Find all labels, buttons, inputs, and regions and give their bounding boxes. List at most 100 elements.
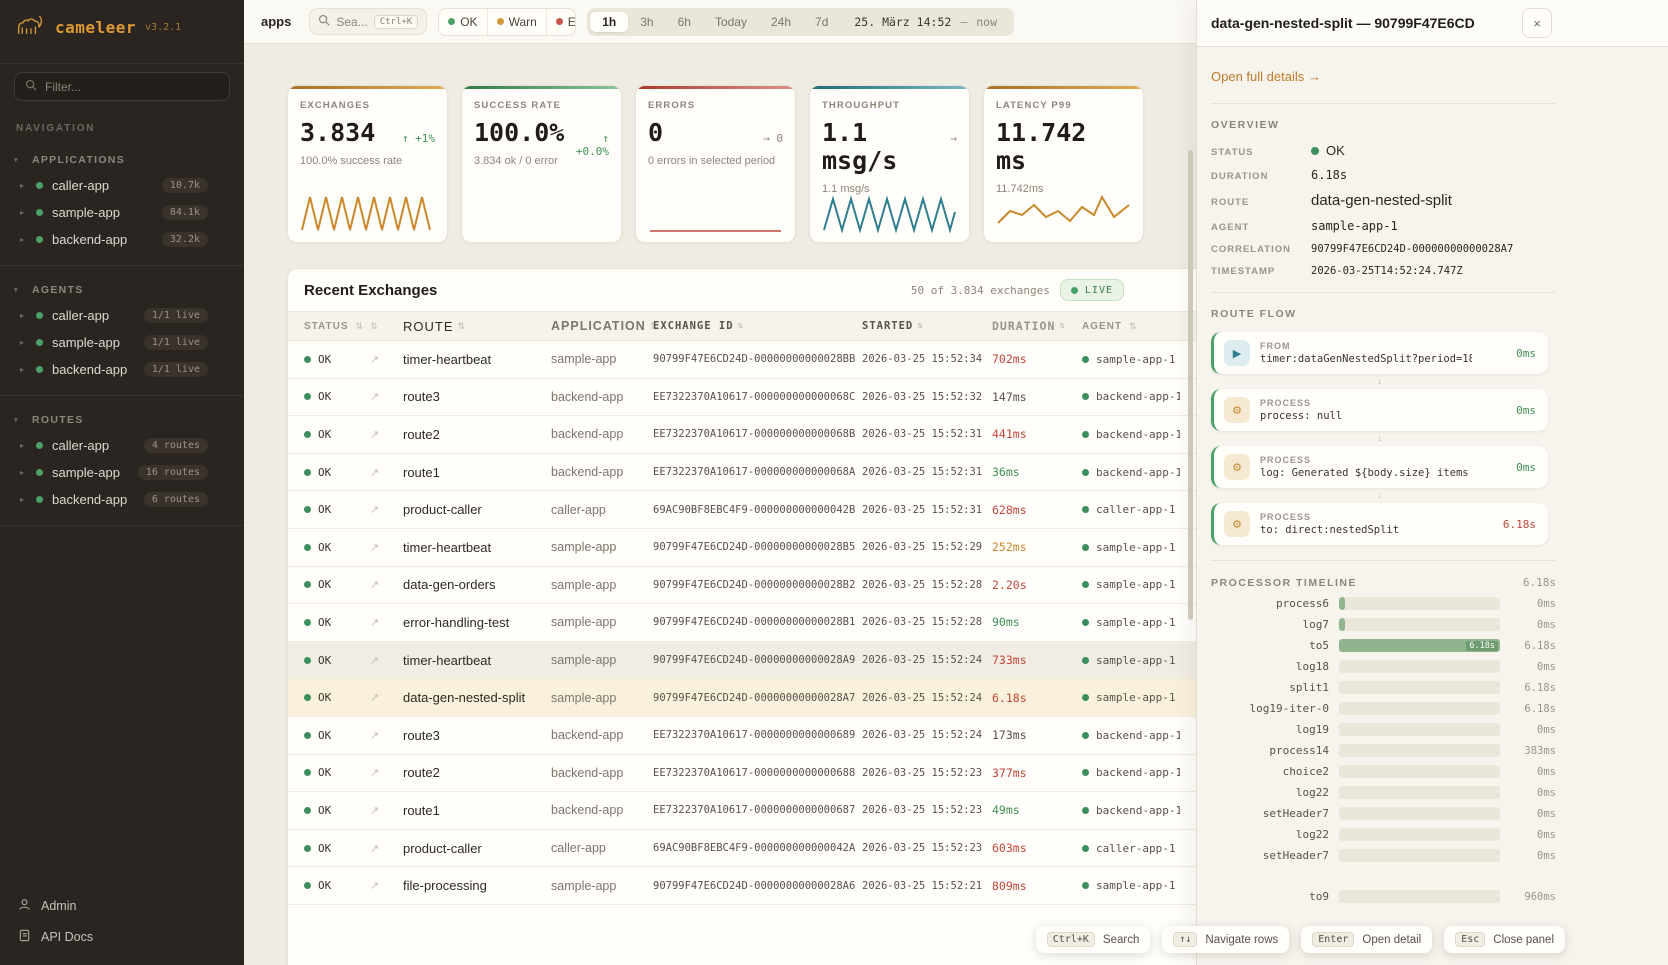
column-header-exchange-id[interactable]: EXCHANGE ID ⇅ [653, 320, 744, 332]
table-row[interactable]: OK ↗ data-gen-nested-split sample-app 90… [288, 679, 1196, 717]
nav-apps-label[interactable]: apps [261, 14, 292, 29]
open-full-details-link[interactable]: Open full details → [1211, 69, 1321, 84]
sidebar-section-header[interactable]: ▾ APPLICATIONS [0, 148, 244, 172]
overview-label: ROUTE [1211, 197, 1250, 208]
timeline-track [1339, 660, 1500, 673]
table-row[interactable]: OK ↗ timer-heartbeat sample-app 90799F47… [288, 529, 1196, 567]
processor-duration: 960ms [1524, 890, 1556, 903]
flow-step[interactable]: ⚙ PROCESS log: Generated ${body.size} it… [1211, 446, 1548, 488]
exchange-id-cell: EE7322370A10617-000000000000068A [653, 466, 856, 479]
column-header-trend[interactable]: ⇅ [370, 321, 403, 332]
sidebar-item[interactable]: ▸ backend-app 32.2k [0, 226, 244, 253]
flow-step-wrap: ↓ ⚙ PROCESS log: Generated ${body.size} … [1211, 431, 1556, 488]
trend-up-icon: ↗ [370, 353, 380, 366]
time-range-button[interactable]: 6h [677, 14, 691, 29]
sidebar-section: ▾ APPLICATIONS ▸ caller-app 10.7k [0, 136, 244, 266]
processor-duration: 0ms [1537, 660, 1556, 673]
table-row[interactable]: OK ↗ route2 backend-app EE7322370A10617-… [288, 755, 1196, 793]
duration-cell: 809ms [992, 878, 1027, 893]
sidebar-item[interactable]: ▸ sample-app 16 routes [0, 459, 244, 486]
panel-body: Open full details → OVERVIEW STATUS OK D… [1197, 47, 1570, 915]
time-range-button[interactable]: 24h [770, 14, 792, 29]
app-name: cameleer [55, 17, 137, 37]
flow-step-kind: FROM [1260, 341, 1291, 351]
table-row[interactable]: OK ↗ route1 backend-app EE7322370A10617-… [288, 792, 1196, 830]
flow-step[interactable]: ⚙ PROCESS process: null 0ms [1211, 389, 1548, 431]
arrow-down-icon: ↓ [1377, 376, 1382, 387]
sidebar-item[interactable]: ▸ backend-app 6 routes [0, 486, 244, 513]
trend-up-icon: ↗ [370, 504, 380, 517]
table-row[interactable]: OK ↗ data-gen-orders sample-app 90799F47… [288, 567, 1196, 605]
api-docs-icon [18, 929, 31, 945]
route-cell: file-processing [403, 878, 487, 894]
table-row[interactable]: OK ↗ timer-heartbeat sample-app 90799F47… [288, 341, 1196, 379]
sidebar-section-header[interactable]: ▾ AGENTS [0, 278, 244, 302]
status-dot [304, 694, 311, 702]
sidebar-item[interactable]: ▸ sample-app 84.1k [0, 199, 244, 226]
status-cell: OK [288, 503, 370, 516]
table-row[interactable]: OK ↗ route3 backend-app EE7322370A10617-… [288, 379, 1196, 417]
sidebar-item[interactable]: ▸ caller-app 1/1 live [0, 302, 244, 329]
flow-step-main: PROCESS log: Generated ${body.size} item… [1260, 455, 1472, 479]
table-row[interactable]: OK ↗ error-handling-test sample-app 9079… [288, 604, 1196, 642]
table-row[interactable]: OK ↗ route1 backend-app EE7322370A10617-… [288, 454, 1196, 492]
shortcut-label: Open detail [1362, 933, 1422, 946]
severity-filter-button[interactable]: OK [439, 8, 488, 35]
flow-step-icon: ⚙ [1224, 454, 1250, 480]
chevron-right-icon: ▸ [20, 311, 25, 320]
route-flow-heading: ROUTE FLOW [1211, 308, 1297, 320]
timeline-total: 6.18s [1522, 576, 1556, 589]
table-row[interactable]: OK ↗ route2 backend-app EE7322370A10617-… [288, 416, 1196, 454]
stat-subtext: 1.1 msg/s [822, 183, 870, 195]
table-live-badge: LIVE [1059, 279, 1124, 301]
severity-filter-button[interactable]: Warn [488, 8, 547, 35]
status-dot [1311, 146, 1319, 155]
sidebar-filter-input[interactable]: Filter... [14, 72, 230, 101]
divider [0, 63, 244, 64]
sidebar-item-label: sample-app [52, 205, 120, 220]
sidebar: cameleer v3.2.1 Filter... NAVIGATION ▾ A… [0, 0, 244, 965]
sidebar-item-admin[interactable]: Admin [18, 898, 226, 914]
column-header-started[interactable]: STARTED ⇅ [862, 320, 924, 332]
date-range[interactable]: 25. März 14:52 — now [840, 15, 1011, 29]
column-header-application[interactable]: APPLICATION ⇅ [551, 319, 659, 333]
sidebar-section-header[interactable]: ▾ ROUTES [0, 408, 244, 432]
column-header-agent[interactable]: AGENT ⇅ [1082, 320, 1138, 332]
stat-subtext: 0 errors in selected period [648, 155, 776, 167]
chevron-right-icon: ▸ [20, 181, 25, 190]
time-range-button[interactable]: 3h [640, 14, 654, 29]
sidebar-item[interactable]: ▸ caller-app 10.7k [0, 172, 244, 199]
time-range-group: 1h 3h 6h Today 24h 7d 25. März 14:52 — n… [587, 7, 1015, 36]
status-dot [36, 442, 43, 449]
table-row[interactable]: OK ↗ route3 backend-app EE7322370A10617-… [288, 717, 1196, 755]
column-header-route[interactable]: ROUTE ⇅ [403, 318, 467, 334]
sidebar-item-api-docs[interactable]: API Docs [18, 929, 226, 945]
stat-card: LATENCY P99 11.742 ms 11.742ms [983, 85, 1144, 243]
table-row[interactable]: OK ↗ timer-heartbeat sample-app 90799F47… [288, 641, 1196, 680]
severity-filter-button[interactable]: E [547, 9, 575, 35]
flow-step[interactable]: ▶ FROM timer:dataGenNestedSplit?period=1… [1211, 332, 1548, 374]
flow-step[interactable]: ⚙ PROCESS to: direct:nestedSplit 6.18s [1211, 503, 1548, 545]
overview-value: OK [1311, 143, 1345, 158]
time-range-button[interactable]: 1h [590, 11, 629, 32]
time-range-button[interactable]: Today [714, 14, 747, 29]
close-icon[interactable]: × [1522, 8, 1552, 38]
status-cell: OK [288, 578, 370, 591]
vertical-scrollbar[interactable] [1188, 150, 1193, 620]
search-input[interactable]: Sea... Ctrl+K [309, 8, 428, 35]
agent-cell: sample-app-1 [1082, 879, 1196, 892]
flow-step-icon: ▶ [1224, 340, 1250, 366]
column-header-status[interactable]: STATUS ⇅ [304, 320, 365, 332]
application-cell: sample-app [551, 577, 617, 592]
column-header-duration[interactable]: DURATION ⇅ [992, 319, 1066, 333]
table-row[interactable]: OK ↗ product-caller caller-app 69AC90BF8… [288, 830, 1196, 868]
trend-up-icon: ↗ [370, 428, 380, 441]
sidebar-item[interactable]: ▸ sample-app 1/1 live [0, 329, 244, 356]
table-row[interactable]: OK ↗ file-processing sample-app 90799F47… [288, 867, 1196, 905]
chevron-right-icon: ▸ [20, 441, 25, 450]
sidebar-item[interactable]: ▸ caller-app 4 routes [0, 432, 244, 459]
sort-icon: ⇅ [917, 321, 924, 331]
table-row[interactable]: OK ↗ product-caller caller-app 69AC90BF8… [288, 491, 1196, 529]
time-range-button[interactable]: 7d [815, 14, 829, 29]
sidebar-item[interactable]: ▸ backend-app 1/1 live [0, 356, 244, 383]
